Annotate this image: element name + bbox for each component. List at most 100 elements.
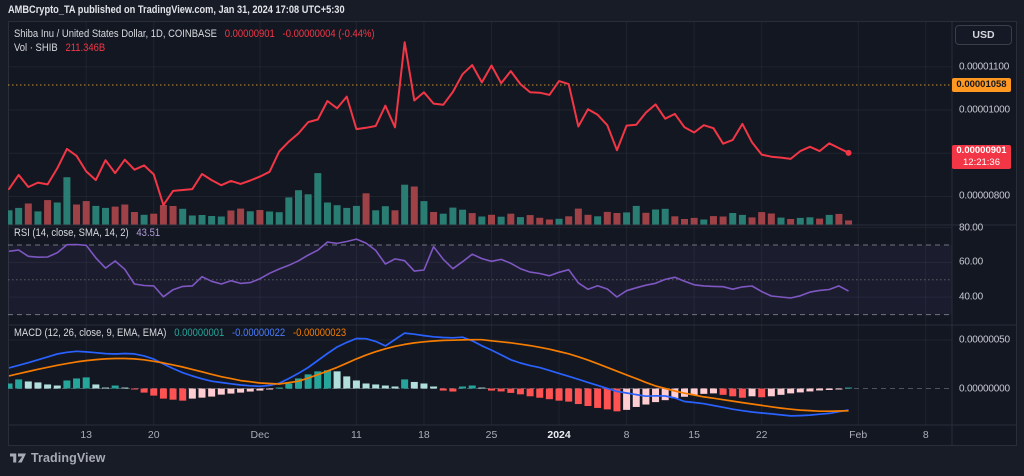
macd-histogram-bar [323, 370, 331, 389]
macd-histogram-bar [44, 384, 52, 389]
volume-bar [34, 211, 42, 225]
symbol-last-price: 0.00000901 [224, 28, 275, 40]
macd-histogram-bar [700, 388, 708, 394]
macd-title: MACD (12, 26, close, 9, EMA, EMA) [14, 326, 167, 339]
macd-histogram-bar [459, 386, 467, 389]
time-tick-label: 11 [350, 429, 362, 441]
macd-signal-line [8, 338, 849, 413]
volume-bar [478, 216, 486, 225]
legend-volume[interactable]: Vol · SHIB 211.346B [14, 42, 105, 54]
tradingview-brand-name: TradingView [31, 451, 106, 465]
chart-canvas[interactable] [8, 21, 1017, 446]
volume-bar [198, 215, 206, 225]
volume-bar [208, 216, 216, 225]
macd-histogram-bar [352, 380, 360, 389]
time-tick-label: 20 [147, 429, 160, 441]
macd-histogram-bar [816, 388, 824, 391]
volume-bar [526, 215, 534, 225]
macd-line [8, 332, 849, 417]
macd-histogram-bar [613, 388, 621, 412]
volume-bar [642, 212, 650, 225]
macd-histogram-bar [266, 388, 274, 390]
volume-bar [8, 210, 13, 225]
volume-bar [777, 217, 785, 225]
volume-bar [111, 206, 119, 225]
macd-histogram-bar [729, 388, 737, 397]
legend-main-symbol[interactable]: Shiba Inu / United States Dollar, 1D, CO… [14, 28, 375, 40]
macd-histogram-bar [603, 388, 611, 410]
macd-histogram-bar [748, 388, 756, 397]
macd-histogram-value: 0.00000001 [174, 326, 225, 339]
volume-bar [758, 212, 766, 225]
macd-signal-value: -0.00000023 [292, 326, 347, 339]
macd-histogram-bar [227, 388, 235, 394]
publisher-bar: AMBCrypto_TA published on TradingView.co… [0, 0, 1024, 21]
volume-bar [63, 177, 71, 225]
macd-histogram-bar [536, 388, 544, 398]
rsi-line [8, 238, 849, 299]
rsi-value: 43.51 [136, 226, 161, 239]
volume-bar [285, 197, 293, 225]
volume-bar [92, 205, 100, 225]
volume-bar [439, 213, 447, 225]
publisher-text: AMBCrypto_TA published on TradingView.co… [8, 4, 345, 16]
macd-histogram-bar [565, 388, 573, 402]
volume-bar [748, 217, 756, 225]
macd-histogram-bar [102, 387, 109, 389]
macd-histogram-bar [391, 386, 399, 389]
macd-histogram-bar [526, 388, 534, 397]
macd-histogram-bar [295, 378, 302, 389]
macd-histogram-bar [661, 388, 669, 401]
volume-bar [700, 219, 708, 225]
macd-histogram-bar [237, 388, 245, 393]
tradingview-brand-link[interactable]: TradingView [10, 451, 106, 465]
volume-bar [314, 173, 322, 225]
volume-value: 211.346B [65, 41, 106, 54]
price-scale-label: 0.00000800 [959, 190, 1010, 202]
volume-bar [787, 218, 795, 225]
volume-bar [333, 205, 341, 225]
macd-histogram-bar [488, 388, 495, 391]
legend-macd[interactable]: MACD (12, 26, close, 9, EMA, EMA) 0.0000… [14, 327, 346, 339]
volume-bar [53, 202, 61, 225]
volume-bar [24, 203, 32, 225]
macd-histogram-bar [420, 383, 428, 389]
volume-bar [372, 210, 380, 225]
volume-bar [150, 213, 158, 225]
price-line [8, 41, 850, 207]
last-price-dot [845, 149, 852, 156]
volume-bar [266, 211, 274, 225]
macd-histogram-bar [362, 383, 370, 389]
volume-bar [343, 207, 351, 225]
macd-histogram-bar [555, 388, 563, 401]
time-tick-label: 18 [418, 429, 430, 441]
volume-bar [584, 214, 592, 225]
volume-bar [102, 207, 109, 225]
macd-histogram-bar [835, 388, 843, 390]
currency-toggle-button[interactable]: USD [955, 25, 1012, 45]
macd-histogram-bar [304, 374, 312, 389]
macd-histogram-bar [401, 379, 409, 389]
time-tick-label: 15 [688, 429, 700, 441]
rsi-title: RSI (14, close, SMA, 14, 2) [14, 226, 129, 239]
volume-bar [671, 216, 679, 225]
volume-bar [825, 214, 833, 225]
macd-histogram-bar [497, 388, 505, 392]
macd-histogram-bar [111, 385, 119, 389]
chart-area[interactable] [8, 21, 1017, 446]
macd-histogram-bar [468, 385, 476, 389]
volume-bar [159, 205, 167, 225]
macd-histogram-bar [333, 371, 341, 389]
macd-histogram-bar [709, 388, 717, 394]
macd-histogram-bar [738, 388, 746, 398]
time-tick-label: 13 [80, 429, 93, 441]
legend-rsi[interactable]: RSI (14, close, SMA, 14, 2) 43.51 [14, 227, 160, 239]
time-tick-label: Feb [849, 429, 868, 441]
price-scale-label: 0.00000000 [959, 383, 1010, 395]
macd-histogram-bar [594, 388, 602, 408]
macd-histogram-bar [845, 387, 853, 389]
price-scale-label: 60.00 [959, 256, 984, 268]
volume-bar [468, 213, 476, 225]
volume-bar [401, 184, 409, 225]
